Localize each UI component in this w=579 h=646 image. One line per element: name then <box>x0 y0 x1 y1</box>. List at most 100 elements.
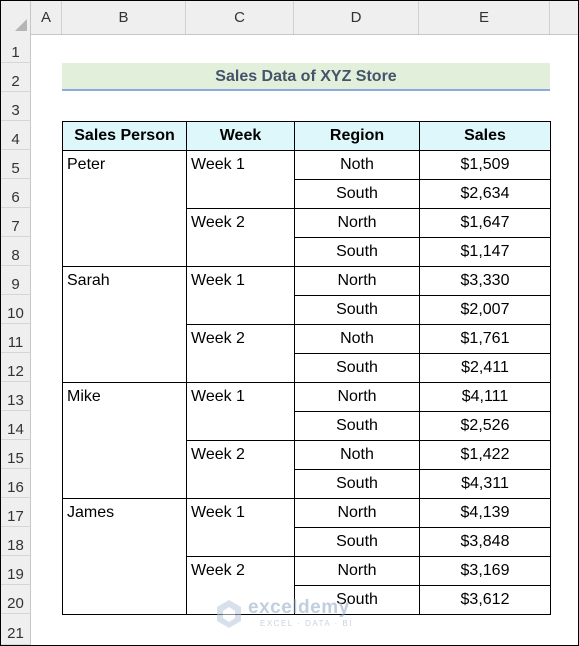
cell-region[interactable]: South <box>294 527 420 557</box>
cell-sales[interactable]: $2,526 <box>419 411 551 441</box>
cell-region[interactable]: South <box>294 411 420 441</box>
table-row: Week 2 North $3,169 <box>63 556 551 615</box>
table-row: James Week 1 North $4,139 <box>62 498 551 615</box>
table-row: Peter Week 1 Noth $1,509 <box>62 150 551 267</box>
row-header-19[interactable]: 19 <box>1 556 31 585</box>
row-header-12[interactable]: 12 <box>1 353 31 382</box>
row-header-21[interactable]: 21 <box>1 614 31 645</box>
cell-sales[interactable]: $4,139 <box>419 498 551 528</box>
table-row: South $2,007 <box>63 295 551 325</box>
cell-sales[interactable]: $2,634 <box>419 179 551 209</box>
row-header-2[interactable]: 2 <box>1 63 31 92</box>
cell-sales[interactable]: $1,147 <box>419 237 551 267</box>
cell-week[interactable]: Week 2 <box>186 556 295 615</box>
column-header-c[interactable]: C <box>186 1 294 34</box>
row-header-1[interactable]: 1 <box>1 34 31 63</box>
cell-week[interactable]: Week 2 <box>186 208 295 267</box>
watermark-name: exceldemy <box>248 597 350 618</box>
cell-sales[interactable]: $3,169 <box>419 556 551 586</box>
row-header-8[interactable]: 8 <box>1 237 31 266</box>
cell-region[interactable]: South <box>294 237 420 267</box>
table-row: South $3,612 <box>63 585 551 615</box>
cell-region[interactable]: Noth <box>294 440 420 470</box>
row-header-3[interactable]: 3 <box>1 92 31 121</box>
column-header-e[interactable]: E <box>419 1 550 34</box>
header-week[interactable]: Week <box>186 121 295 151</box>
select-all-corner[interactable] <box>1 1 31 34</box>
column-header-d[interactable]: D <box>294 1 419 34</box>
cell-region[interactable]: South <box>294 585 420 615</box>
table-row: Mike Week 1 North $4,111 <box>62 382 551 499</box>
row-header-6[interactable]: 6 <box>1 179 31 208</box>
cell-sales[interactable]: $1,422 <box>419 440 551 470</box>
row-header-9[interactable]: 9 <box>1 266 31 295</box>
row-header-20[interactable]: 20 <box>1 585 31 614</box>
cell-week[interactable]: Week 2 <box>186 324 295 383</box>
row-header-17[interactable]: 17 <box>1 498 31 527</box>
cell-region[interactable]: South <box>294 469 420 499</box>
cell-region[interactable]: South <box>294 353 420 383</box>
table-row: South $1,147 <box>63 237 551 267</box>
row-header-15[interactable]: 15 <box>1 440 31 469</box>
row-header-7[interactable]: 7 <box>1 208 31 237</box>
table-header-row: Sales Person Week Region Sales <box>62 121 551 151</box>
table-row: South $2,526 <box>63 411 551 441</box>
cell-week[interactable]: Week 1 <box>186 498 295 557</box>
cell-region[interactable]: North <box>294 208 420 238</box>
cell-sales-person[interactable]: James <box>62 498 187 615</box>
table-body: Peter Week 1 Noth $1,509 South $2,634 Week 2 No… <box>62 150 551 615</box>
column-header-b[interactable]: B <box>62 1 186 34</box>
table-row: Sarah Week 1 North $3,330 <box>62 266 551 383</box>
cell-sales[interactable]: $3,848 <box>419 527 551 557</box>
cell-week[interactable]: Week 2 <box>186 440 295 499</box>
cell-sales-person[interactable]: Sarah <box>62 266 187 383</box>
row-header-10[interactable]: 10 <box>1 295 31 324</box>
column-header-bar: A B C D E <box>1 1 578 35</box>
cell-sales-person[interactable]: Mike <box>62 382 187 499</box>
cell-sales[interactable]: $4,111 <box>419 382 551 412</box>
table-row: Week 2 Noth $1,761 <box>63 324 551 383</box>
cell-sales[interactable]: $4,311 <box>419 469 551 499</box>
row-header-4[interactable]: 4 <box>1 121 31 150</box>
watermark-tagline: EXCEL · DATA · BI <box>260 619 353 628</box>
cell-sales[interactable]: $2,411 <box>419 353 551 383</box>
row-header-14[interactable]: 14 <box>1 411 31 440</box>
cell-sales[interactable]: $2,007 <box>419 295 551 325</box>
cell-region[interactable]: South <box>294 295 420 325</box>
cell-region[interactable]: Noth <box>294 150 420 180</box>
cell-sales[interactable]: $1,761 <box>419 324 551 354</box>
cell-sales-person[interactable]: Peter <box>62 150 187 267</box>
exceldemy-watermark: exceldemy EXCEL · DATA · BI <box>216 597 366 633</box>
row-header-16[interactable]: 16 <box>1 469 31 498</box>
cell-sales[interactable]: $1,509 <box>419 150 551 180</box>
table-row: South $3,848 <box>63 527 551 557</box>
row-header-5[interactable]: 5 <box>1 150 31 179</box>
header-region[interactable]: Region <box>294 121 420 151</box>
cell-region[interactable]: North <box>294 382 420 412</box>
table-row: Week 2 Noth $1,422 <box>63 440 551 499</box>
header-sales-person[interactable]: Sales Person <box>62 121 187 151</box>
sheet-title[interactable]: Sales Data of XYZ Store <box>62 63 550 91</box>
row-header-18[interactable]: 18 <box>1 527 31 556</box>
cell-region[interactable]: North <box>294 498 420 528</box>
table-row: South $2,634 <box>63 179 551 209</box>
cell-region[interactable]: North <box>294 266 420 296</box>
cell-week[interactable]: Week 1 <box>186 150 295 209</box>
header-sales[interactable]: Sales <box>419 121 551 151</box>
exceldemy-logo-icon <box>217 600 241 628</box>
cell-sales[interactable]: $3,330 <box>419 266 551 296</box>
cell-week[interactable]: Week 1 <box>186 266 295 325</box>
cell-sales[interactable]: $3,612 <box>419 585 551 615</box>
cell-sales[interactable]: $1,647 <box>419 208 551 238</box>
sales-table: Sales Person Week Region Sales Peter Week… <box>62 121 551 615</box>
table-row: Week 2 North $1,647 <box>63 208 551 267</box>
cell-region[interactable]: South <box>294 179 420 209</box>
cell-region[interactable]: North <box>294 556 420 586</box>
row-header-11[interactable]: 11 <box>1 324 31 353</box>
table-row: South $2,411 <box>63 353 551 383</box>
column-header-a[interactable]: A <box>31 1 62 34</box>
cell-region[interactable]: Noth <box>294 324 420 354</box>
cell-week[interactable]: Week 1 <box>186 382 295 441</box>
row-header-13[interactable]: 13 <box>1 382 31 411</box>
